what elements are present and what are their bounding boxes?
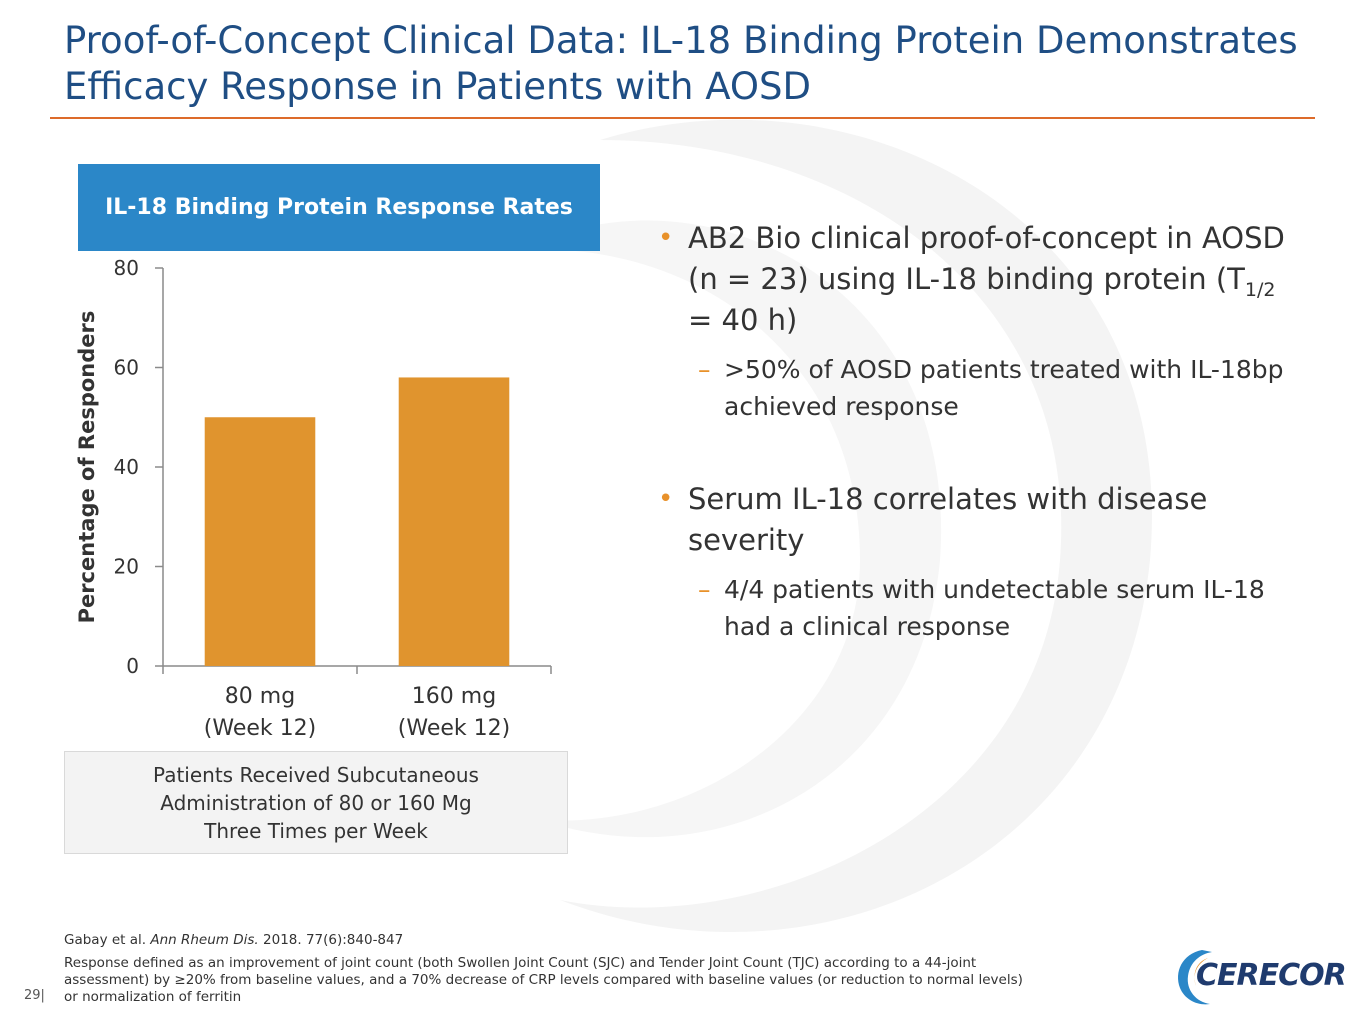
citation-journal: Ann Rheum Dis. (150, 932, 259, 948)
bullet-dot-icon: • (658, 223, 674, 253)
y-axis-label: Percentage of Responders (75, 310, 99, 624)
y-tick-label: 40 (114, 455, 139, 479)
response-definition: Response defined as an improvement of jo… (64, 955, 1023, 1005)
slide-title-line-1: Proof-of-Concept Clinical Data: IL-18 Bi… (64, 19, 1298, 62)
y-tick-label: 80 (114, 256, 139, 280)
bullet-1-text: AB2 Bio clinical proof-of-concept in AOS… (688, 221, 1285, 296)
sub-bullet-response: – >50% of AOSD patients treated with IL-… (658, 351, 1298, 425)
dosing-note-line-2: Administration of 80 or 160 Mg (160, 790, 472, 815)
key-points-list: • AB2 Bio clinical proof-of-concept in A… (658, 218, 1298, 645)
bullet-serum-il18: • Serum IL-18 correlates with disease se… (658, 479, 1298, 561)
y-tick-label: 60 (114, 356, 139, 380)
cerecor-logo-icon (1178, 950, 1212, 1005)
dosing-note-line-3: Three Times per Week (204, 818, 428, 843)
bullet-2-text: Serum IL-18 correlates with disease seve… (688, 482, 1208, 557)
slide-title: Proof-of-Concept Clinical Data: IL-18 Bi… (64, 18, 1324, 110)
dash-icon: – (698, 355, 711, 384)
bar (398, 377, 510, 666)
bullet-1-subscript: 1/2 (1244, 278, 1276, 301)
bullet-proof-of-concept: • AB2 Bio clinical proof-of-concept in A… (658, 218, 1298, 341)
dosing-note-box: Patients Received Subcutaneous Administr… (64, 751, 568, 854)
x-category-label: 160 mg (412, 684, 496, 709)
y-tick-label: 20 (114, 555, 139, 579)
citation-authors: Gabay et al. (64, 932, 151, 948)
y-tick-label: 0 (126, 654, 139, 678)
bullet-1-text-end: = 40 h) (688, 303, 798, 337)
x-category-label: (Week 12) (204, 716, 316, 741)
x-category-label: 80 mg (225, 684, 295, 709)
citation: Gabay et al. Ann Rheum Dis. 2018. 77(6):… (64, 932, 1024, 949)
slide-title-line-2: Efficacy Response in Patients with AOSD (64, 65, 812, 108)
bar (204, 417, 316, 666)
dosing-note-line-1: Patients Received Subcutaneous (153, 762, 479, 787)
dash-icon: – (698, 575, 711, 604)
citation-details: 2018. 77(6):840-847 (258, 932, 404, 948)
bullet-dot-icon: • (658, 484, 674, 514)
x-category-label: (Week 12) (398, 716, 510, 741)
page-number: 29| (24, 988, 45, 1003)
sub-bullet-1-text: >50% of AOSD patients treated with IL-18… (724, 355, 1284, 421)
footnotes: Gabay et al. Ann Rheum Dis. 2018. 77(6):… (64, 932, 1024, 1012)
sub-bullet-undetectable: – 4/4 patients with undetectable serum I… (658, 571, 1298, 645)
logo-wordmark: CERECOR (1196, 958, 1347, 993)
sub-bullet-2-text: 4/4 patients with undetectable serum IL-… (724, 575, 1265, 641)
chart-title: IL-18 Binding Protein Response Rates (78, 164, 600, 251)
title-divider (50, 117, 1315, 119)
